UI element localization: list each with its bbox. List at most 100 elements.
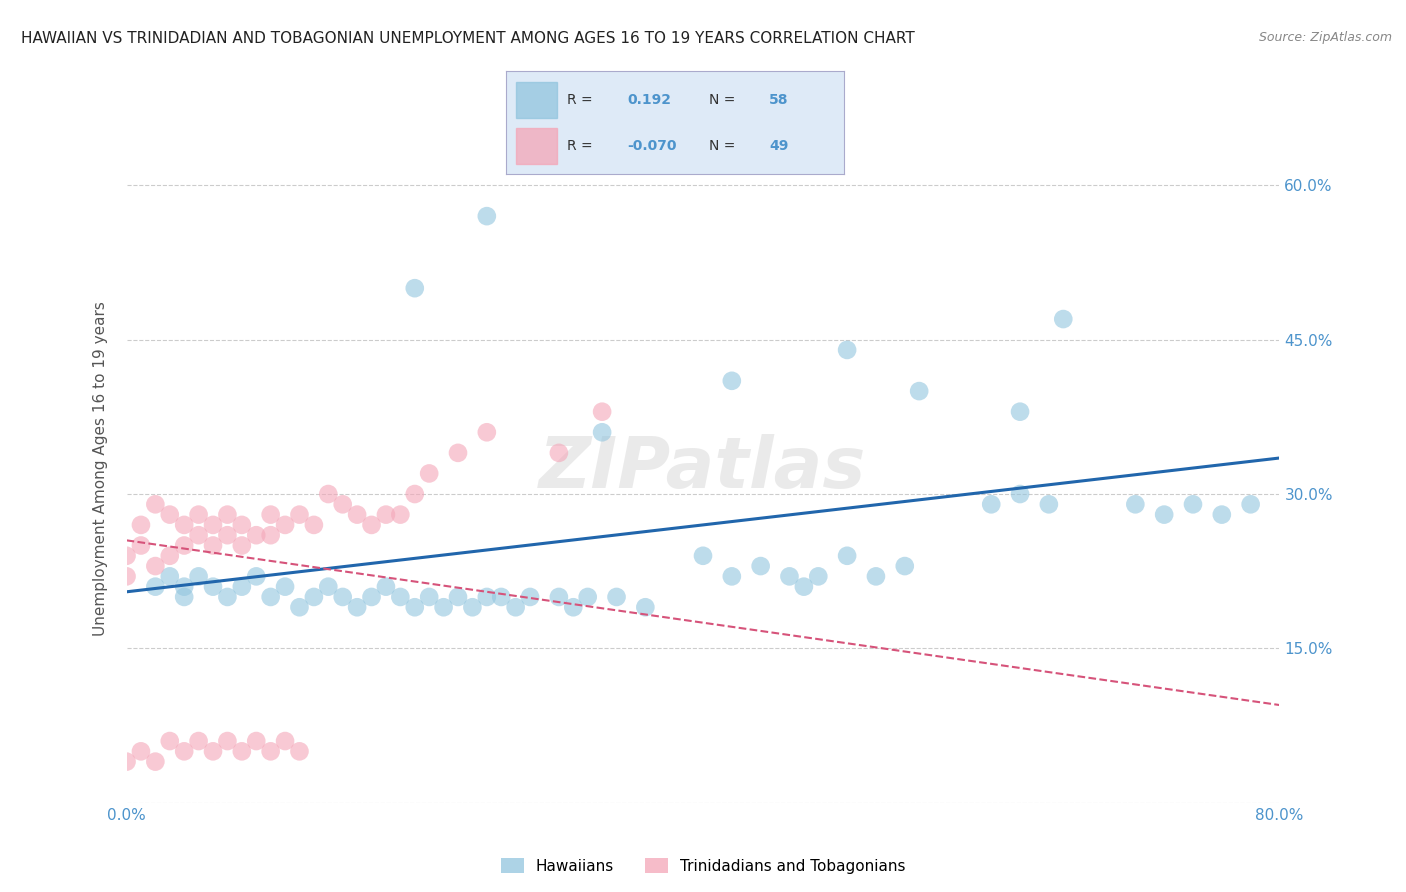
Point (145, 755, 166, 769)
Point (447, 590, 470, 604)
Point (129, 517, 152, 532)
Point (447, 446, 470, 460)
Point (202, 539, 225, 553)
Y-axis label: Unemployment Among Ages 16 to 19 years: Unemployment Among Ages 16 to 19 years (93, 301, 108, 636)
Point (245, 569, 267, 583)
Point (274, 580, 297, 594)
Point (1123, 497, 1146, 511)
Text: N =: N = (709, 93, 735, 106)
Point (187, 528, 209, 542)
Point (404, 487, 426, 501)
Point (231, 580, 253, 594)
Point (231, 517, 253, 532)
Point (562, 600, 585, 615)
Point (318, 580, 340, 594)
Point (1008, 487, 1031, 501)
Point (519, 590, 541, 604)
Point (115, 755, 138, 769)
Point (217, 528, 239, 542)
Point (259, 508, 281, 522)
Point (605, 590, 627, 604)
Point (374, 580, 398, 594)
Point (475, 425, 498, 440)
Point (245, 528, 267, 542)
Point (173, 590, 195, 604)
Point (346, 600, 368, 615)
Point (217, 590, 239, 604)
Text: N =: N = (709, 139, 735, 153)
Point (202, 517, 225, 532)
Point (1240, 497, 1263, 511)
Point (129, 539, 152, 553)
Point (1008, 405, 1031, 419)
Text: Source: ZipAtlas.com: Source: ZipAtlas.com (1258, 31, 1392, 45)
Point (159, 734, 181, 748)
Point (1038, 497, 1060, 511)
Point (807, 569, 830, 583)
Point (1211, 508, 1233, 522)
Point (360, 517, 382, 532)
Point (288, 508, 311, 522)
Point (159, 569, 181, 583)
Text: ZIPatlas: ZIPatlas (540, 434, 866, 503)
Point (145, 497, 166, 511)
Point (159, 549, 181, 563)
Point (173, 517, 195, 532)
Text: HAWAIIAN VS TRINIDADIAN AND TOBAGONIAN UNEMPLOYMENT AMONG AGES 16 TO 19 YEARS CO: HAWAIIAN VS TRINIDADIAN AND TOBAGONIAN U… (21, 31, 915, 46)
Point (332, 590, 354, 604)
Point (202, 744, 225, 758)
Point (634, 600, 657, 615)
Point (505, 600, 527, 615)
Point (259, 744, 281, 758)
Point (894, 559, 917, 574)
Point (245, 734, 267, 748)
Text: R =: R = (567, 93, 592, 106)
Point (274, 517, 297, 532)
Point (173, 744, 195, 758)
Point (1153, 508, 1175, 522)
Bar (516, 81, 557, 118)
Point (692, 549, 714, 563)
Point (217, 508, 239, 522)
Point (274, 734, 297, 748)
Legend: Hawaiians, Trinidadians and Tobagonians: Hawaiians, Trinidadians and Tobagonians (495, 852, 911, 880)
Point (187, 569, 209, 583)
Point (115, 549, 138, 563)
Point (288, 744, 311, 758)
Point (288, 600, 311, 615)
Point (231, 539, 253, 553)
Point (145, 559, 166, 574)
Point (576, 590, 599, 604)
Point (591, 425, 613, 440)
Point (231, 744, 253, 758)
Point (908, 384, 931, 398)
Point (835, 549, 858, 563)
Point (418, 590, 440, 604)
Point (418, 467, 440, 481)
Point (115, 569, 138, 583)
Point (749, 559, 772, 574)
Point (259, 528, 281, 542)
Point (202, 580, 225, 594)
Point (865, 569, 887, 583)
Point (145, 580, 166, 594)
Point (187, 508, 209, 522)
Point (159, 508, 181, 522)
Point (259, 590, 281, 604)
Point (318, 487, 340, 501)
Point (187, 734, 209, 748)
Point (489, 590, 512, 604)
Point (720, 569, 742, 583)
Point (1052, 312, 1074, 326)
Point (835, 343, 858, 357)
Point (346, 508, 368, 522)
Point (548, 446, 571, 460)
Text: 49: 49 (769, 139, 789, 153)
Point (793, 580, 815, 594)
Point (433, 600, 456, 615)
Point (389, 590, 412, 604)
Point (548, 590, 571, 604)
Point (217, 734, 239, 748)
Point (404, 600, 426, 615)
Text: -0.070: -0.070 (627, 139, 678, 153)
